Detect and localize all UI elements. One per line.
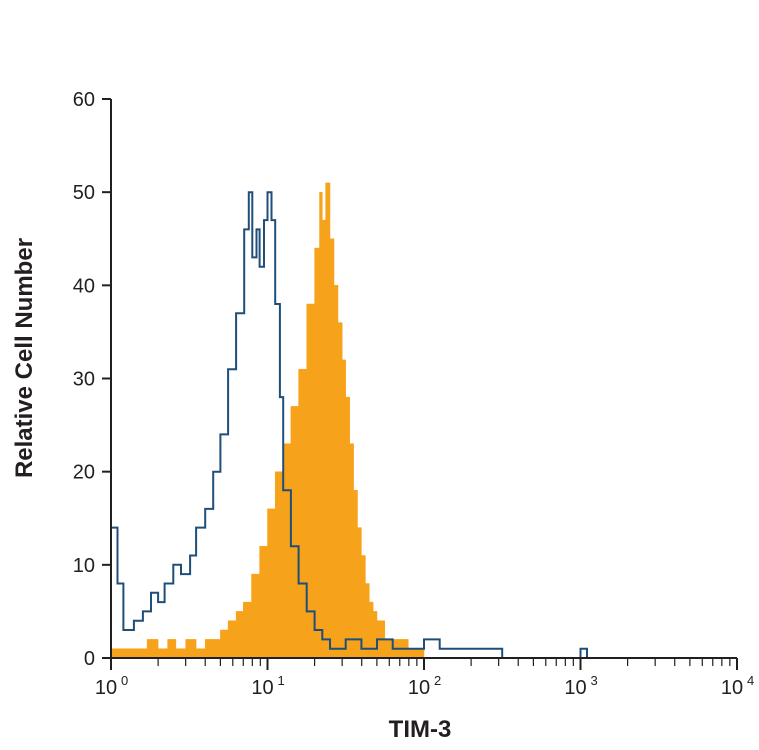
x-axis-title: TIM-3 bbox=[389, 716, 452, 743]
y-tick-label: 60 bbox=[73, 89, 95, 111]
x-tick-label: 10 bbox=[564, 677, 586, 699]
y-tick-label: 30 bbox=[73, 369, 95, 391]
x-tick-label-exponent: 0 bbox=[121, 673, 128, 688]
y-tick-label: 50 bbox=[73, 182, 95, 204]
series-filled-histogram bbox=[110, 182, 436, 659]
y-tick-label: 40 bbox=[73, 275, 95, 297]
x-tick-label: 10 bbox=[721, 677, 743, 699]
series-outline-histogram bbox=[110, 191, 594, 659]
x-tick-label-exponent: 3 bbox=[591, 673, 598, 688]
x-tick-label-exponent: 2 bbox=[434, 673, 441, 688]
x-tick-label: 10 bbox=[251, 677, 273, 699]
y-axis-title: Relative Cell Number bbox=[11, 238, 38, 478]
x-tick-label-exponent: 4 bbox=[747, 673, 754, 688]
x-tick-label-exponent: 1 bbox=[278, 673, 285, 688]
plot-area bbox=[110, 182, 594, 659]
x-tick-label: 10 bbox=[408, 677, 430, 699]
y-tick-label: 20 bbox=[73, 462, 95, 484]
y-tick-label: 0 bbox=[84, 648, 95, 670]
y-tick-label: 10 bbox=[73, 555, 95, 577]
x-tick-label: 10 bbox=[95, 677, 117, 699]
